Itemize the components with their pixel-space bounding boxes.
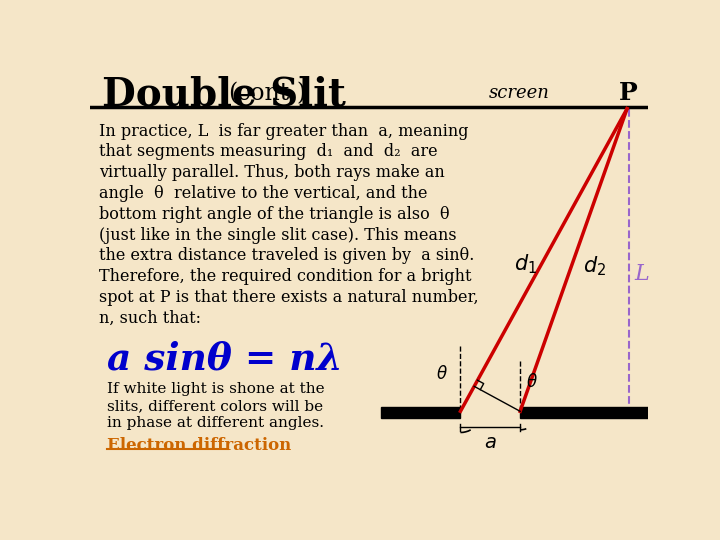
Text: bottom right angle of the triangle is also  θ: bottom right angle of the triangle is al… <box>99 206 450 222</box>
Text: (just like in the single slit case). This means: (just like in the single slit case). Thi… <box>99 226 457 244</box>
Text: $d_1$: $d_1$ <box>514 252 537 275</box>
Text: $a$: $a$ <box>484 434 497 451</box>
Text: $\theta$: $\theta$ <box>526 373 538 391</box>
Text: spot at P is that there exists a natural number,: spot at P is that there exists a natural… <box>99 289 479 306</box>
Text: that segments measuring  d₁  and  d₂  are: that segments measuring d₁ and d₂ are <box>99 143 438 160</box>
Text: If white light is shone at the: If white light is shone at the <box>107 382 325 396</box>
Text: $\theta$: $\theta$ <box>436 366 448 383</box>
Bar <box>520 407 648 418</box>
Text: angle  θ  relative to the vertical, and the: angle θ relative to the vertical, and th… <box>99 185 428 202</box>
Text: P: P <box>619 80 638 105</box>
Bar <box>381 407 461 418</box>
Text: slits, different colors will be: slits, different colors will be <box>107 399 323 413</box>
Text: Double Slit: Double Slit <box>102 75 346 113</box>
Text: virtually parallel. Thus, both rays make an: virtually parallel. Thus, both rays make… <box>99 164 445 181</box>
Text: L: L <box>635 263 649 285</box>
Text: in phase at different angles.: in phase at different angles. <box>107 416 324 430</box>
Text: In practice, L  is far greater than  a, meaning: In practice, L is far greater than a, me… <box>99 123 469 139</box>
Text: $d_2$: $d_2$ <box>583 254 606 278</box>
Text: (cont.): (cont.) <box>228 83 306 105</box>
Text: a sinθ = nλ: a sinθ = nλ <box>107 340 343 377</box>
Text: n, such that:: n, such that: <box>99 309 202 327</box>
Text: the extra distance traveled is given by  a sinθ.: the extra distance traveled is given by … <box>99 247 474 264</box>
Text: Therefore, the required condition for a bright: Therefore, the required condition for a … <box>99 268 472 285</box>
Text: Electron diffraction: Electron diffraction <box>107 437 292 454</box>
Text: screen: screen <box>489 84 550 102</box>
